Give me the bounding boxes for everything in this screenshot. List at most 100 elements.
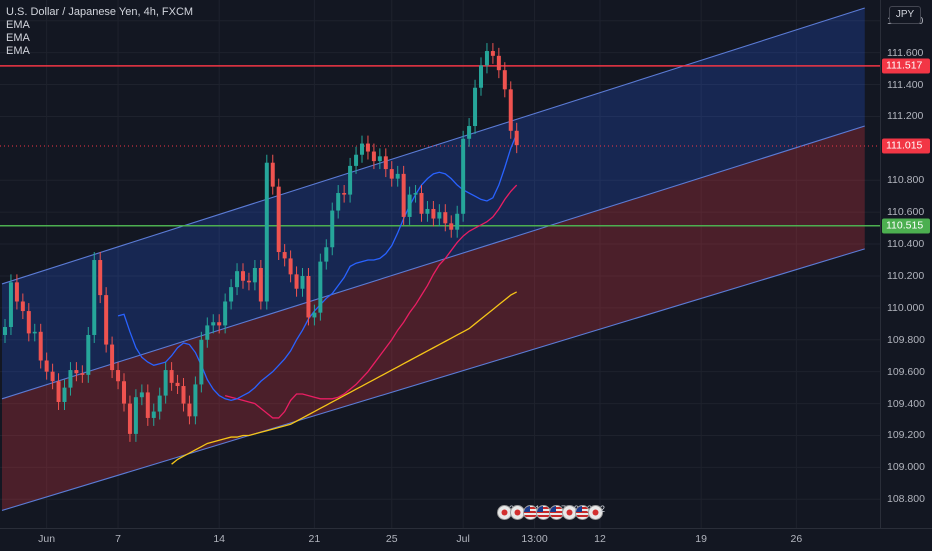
candle-body — [181, 386, 186, 404]
level-price-tag-1: 111.517 — [882, 58, 930, 74]
price-axis-label: 109.000 — [887, 461, 925, 474]
price-axis-label: 110.600 — [887, 206, 925, 219]
time-axis-label: Jun — [38, 533, 56, 545]
candle-body — [401, 173, 406, 217]
candle-body — [514, 130, 519, 146]
candle — [318, 253, 323, 321]
price-axis-label: 110.200 — [887, 269, 925, 282]
ema-legend-1[interactable]: EMA — [6, 19, 30, 31]
price-axis-label: 110.800 — [887, 174, 925, 187]
economic-events-strip[interactable]: 2127922 — [497, 503, 609, 523]
candle-body — [151, 411, 156, 418]
candle — [223, 293, 228, 334]
candle-body — [92, 260, 97, 335]
candle — [110, 336, 115, 379]
candle-body — [288, 258, 293, 275]
candle-body — [419, 193, 424, 214]
price-axis-label: 111.600 — [887, 46, 924, 59]
price-chart[interactable] — [0, 0, 880, 528]
candle — [484, 43, 489, 74]
price-axis-label: 108.800 — [887, 493, 925, 506]
us-flag-icon[interactable] — [536, 505, 551, 520]
currency-button[interactable]: JPY — [889, 6, 921, 24]
symbol-title[interactable]: U.S. Dollar / Japanese Yen, 4h, FXCM — [6, 6, 194, 18]
candle — [157, 387, 162, 420]
candle — [32, 323, 37, 342]
candle-body — [62, 387, 67, 402]
candle — [104, 287, 109, 353]
price-axis-label: 110.400 — [887, 238, 925, 251]
candle-body — [80, 373, 85, 375]
candle — [217, 314, 222, 334]
candle-body — [199, 339, 204, 385]
ema-legend-2[interactable]: EMA — [6, 32, 30, 44]
candle-body — [490, 51, 495, 56]
candle-body — [407, 194, 412, 217]
price-axis-label: 109.800 — [887, 333, 925, 346]
candle — [473, 79, 478, 134]
candle — [92, 252, 97, 343]
candle — [3, 319, 7, 343]
candle-body — [365, 143, 370, 152]
candle-body — [330, 210, 335, 248]
candle — [193, 376, 198, 425]
candle — [169, 362, 174, 391]
candle — [44, 352, 49, 380]
candle-body — [496, 55, 501, 71]
candle-body — [437, 212, 442, 219]
candle — [8, 274, 13, 335]
time-axis-label: Jul — [456, 533, 470, 545]
candle — [413, 185, 418, 203]
candle — [461, 130, 466, 222]
candle — [496, 47, 501, 79]
channel-lower-line — [1, 248, 865, 511]
japan-flag-icon[interactable] — [510, 505, 525, 520]
candle — [479, 57, 483, 96]
candle — [98, 252, 103, 304]
candle-body — [252, 267, 257, 283]
time-axis-label: 26 — [790, 533, 803, 545]
candle-body — [276, 186, 281, 253]
candle — [264, 154, 269, 310]
channel-upper-line — [1, 7, 865, 285]
candle-body — [74, 370, 79, 374]
price-axis[interactable]: 111.800111.600111.400111.200110.800110.6… — [880, 0, 932, 528]
candle — [139, 384, 144, 406]
candle — [205, 317, 210, 348]
price-axis-label: 111.200 — [887, 110, 924, 123]
candle — [127, 395, 132, 442]
candle-body — [312, 312, 317, 318]
candle — [288, 250, 293, 283]
candle — [455, 205, 460, 238]
candle-body — [484, 51, 489, 66]
candle-body — [467, 126, 472, 139]
candle — [56, 373, 61, 410]
time-axis[interactable]: Jun 7 14 21 25 Jul 13:00 12 19 26 — [0, 528, 932, 551]
candle-body — [449, 223, 454, 230]
candle-body — [229, 287, 234, 302]
candle — [229, 279, 234, 310]
candle — [252, 260, 257, 291]
level-price-tag-2: 110.515 — [882, 218, 930, 234]
candle-body — [50, 371, 55, 382]
candle — [348, 157, 353, 203]
time-axis-label: 13:00 — [521, 533, 548, 545]
candle — [282, 244, 287, 267]
candle — [116, 362, 121, 390]
chart-area[interactable]: U.S. Dollar / Japanese Yen, 4h, FXCM EMA… — [0, 0, 880, 528]
candle — [199, 331, 204, 393]
candle-body — [306, 275, 311, 318]
candle — [74, 362, 79, 382]
candle-body — [116, 370, 121, 382]
candle-body — [169, 370, 174, 383]
ema-legend-3[interactable]: EMA — [6, 45, 30, 57]
candle-body — [139, 392, 144, 398]
regression-channel-lower-zone — [2, 126, 865, 511]
japan-flag-icon[interactable] — [588, 505, 603, 520]
us-flag-icon[interactable] — [549, 505, 564, 520]
candle-body — [282, 252, 287, 259]
candle-body — [3, 327, 7, 335]
candle — [425, 200, 430, 222]
candle-body — [383, 156, 388, 170]
candle-body — [502, 70, 507, 90]
